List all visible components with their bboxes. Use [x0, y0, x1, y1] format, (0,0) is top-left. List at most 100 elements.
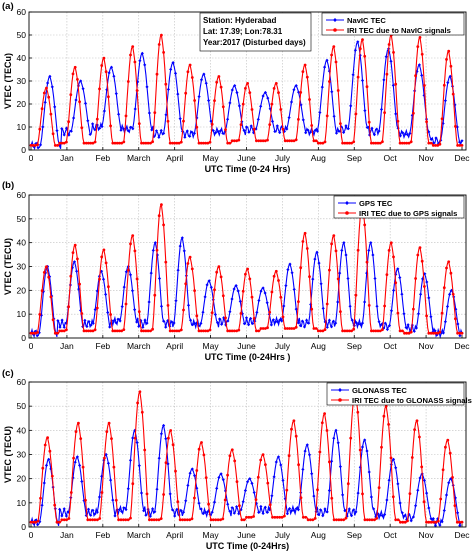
- data-point: [250, 295, 254, 299]
- data-point: [109, 313, 112, 316]
- data-point: [385, 273, 389, 276]
- data-point: [414, 326, 418, 330]
- data-point: [345, 514, 349, 518]
- data-point: [201, 310, 205, 314]
- data-point: [172, 321, 176, 325]
- data-point: [122, 506, 126, 510]
- data-point: [320, 85, 324, 89]
- data-point: [300, 319, 304, 323]
- data-point: [93, 518, 97, 522]
- data-point: [266, 326, 269, 330]
- data-point: [427, 520, 431, 524]
- data-point: [270, 494, 274, 498]
- data-point: [365, 271, 369, 275]
- data-point: [317, 261, 321, 265]
- data-point: [374, 329, 378, 333]
- data-point: [221, 517, 225, 521]
- data-point: [349, 104, 353, 108]
- data-point: [209, 518, 213, 522]
- x-tick-label: March: [127, 341, 151, 351]
- data-point: [328, 460, 331, 464]
- data-point: [423, 285, 426, 288]
- y-tick-label: 20: [17, 99, 27, 109]
- data-point: [389, 59, 393, 63]
- data-point: [284, 284, 288, 288]
- data-point: [88, 518, 92, 522]
- data-point: [394, 82, 398, 86]
- data-point: [425, 520, 428, 524]
- data-point: [312, 494, 316, 498]
- data-point: [249, 124, 253, 128]
- data-point: [429, 517, 433, 521]
- data-point: [133, 249, 137, 253]
- data-point: [197, 447, 201, 451]
- data-point: [310, 124, 314, 127]
- data-point: [282, 129, 286, 133]
- data-point: [142, 509, 146, 513]
- data-point: [37, 331, 41, 335]
- data-point: [321, 306, 325, 310]
- data-point: [398, 276, 402, 280]
- x-tick-label: July: [275, 530, 291, 540]
- data-point: [153, 111, 157, 114]
- data-point: [410, 113, 414, 117]
- data-point: [365, 518, 369, 522]
- data-point: [436, 144, 440, 147]
- data-point: [87, 141, 90, 145]
- data-point: [248, 91, 252, 94]
- data-point: [455, 520, 459, 524]
- data-point: [93, 328, 97, 332]
- data-point: [97, 495, 102, 499]
- data-point: [350, 329, 353, 333]
- data-point: [141, 325, 145, 329]
- data-point: [412, 111, 415, 115]
- data-point: [448, 292, 452, 296]
- data-point: [60, 329, 64, 333]
- data-point: [285, 512, 289, 516]
- data-point: [347, 329, 351, 333]
- data-point: [241, 500, 245, 504]
- data-point: [199, 78, 204, 82]
- data-point: [268, 310, 272, 314]
- data-point: [400, 329, 404, 333]
- x-tick-label: May: [203, 341, 220, 351]
- data-point: [247, 515, 251, 519]
- data-point: [292, 327, 296, 330]
- data-point: [460, 144, 464, 147]
- data-point: [60, 518, 64, 522]
- data-point: [318, 508, 323, 512]
- y-tick-label: 10: [17, 122, 27, 132]
- data-point: [377, 320, 381, 324]
- data-point: [115, 141, 119, 145]
- data-point: [444, 493, 449, 497]
- data-point: [36, 331, 39, 334]
- data-point: [173, 514, 177, 518]
- data-point: [283, 327, 287, 330]
- data-point: [215, 486, 219, 490]
- data-point: [331, 319, 336, 323]
- data-point: [378, 141, 382, 145]
- data-point: [406, 519, 409, 523]
- data-point: [219, 518, 222, 522]
- data-point: [78, 463, 82, 467]
- data-point: [436, 331, 440, 335]
- data-point: [305, 247, 309, 250]
- data-point: [416, 312, 421, 316]
- data-point: [308, 275, 311, 278]
- legend-swatch-marker: [333, 18, 337, 22]
- data-point: [88, 132, 92, 136]
- data-point: [126, 518, 130, 522]
- series-line: [31, 33, 462, 146]
- data-point: [107, 95, 110, 99]
- data-point: [195, 125, 199, 129]
- data-point: [244, 316, 249, 320]
- data-point: [401, 520, 405, 524]
- info-box-line: Station: Hyderabad: [203, 16, 276, 25]
- data-point: [71, 476, 75, 480]
- data-point: [67, 305, 70, 309]
- x-tick-label: Sep: [347, 153, 362, 163]
- data-point: [190, 76, 194, 79]
- data-point: [279, 295, 283, 299]
- data-point: [83, 101, 88, 105]
- data-point: [101, 277, 106, 281]
